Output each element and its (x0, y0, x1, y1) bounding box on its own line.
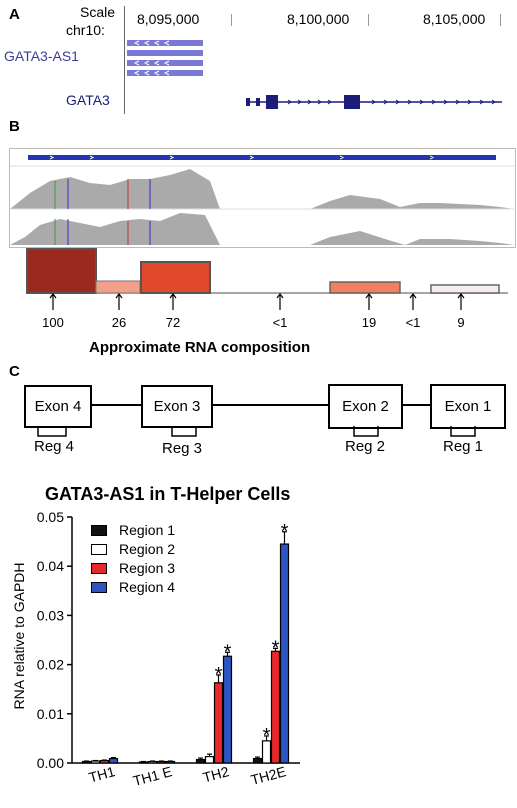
coverage-track-1 (10, 169, 514, 209)
bar (99, 759, 110, 764)
x-tick-label: TH2E (249, 763, 288, 788)
bar (156, 760, 167, 764)
composition-value: 100 (42, 315, 64, 330)
chrom-label: chr10: (66, 22, 105, 38)
ruler-tick-3 (500, 14, 501, 26)
ruler-position-1: 8,095,000 (137, 11, 200, 27)
region-brackets (37, 426, 476, 437)
composition-value: 72 (165, 315, 181, 330)
legend-label-region-1: Region 1 (119, 522, 176, 538)
composition-caption: Approximate RNA composition (89, 339, 311, 356)
exon-2-box: Exon 2 (328, 384, 403, 429)
significance-star: * (224, 641, 232, 663)
legend-swatch-region-4 (91, 581, 107, 593)
gene-label-gata3: GATA3 (66, 92, 110, 108)
significance-star: * (281, 521, 289, 543)
x-tick-label: TH2 (201, 763, 231, 785)
bar (81, 760, 92, 764)
legend-swatch-region-3 (91, 562, 107, 574)
gene-label-gata3-as1: GATA3-AS1 (4, 48, 79, 64)
legend-label-region-2: Region 2 (119, 541, 176, 557)
significance-star: * (263, 725, 271, 747)
composition-value: 19 (361, 315, 377, 330)
bar (195, 758, 206, 764)
y-tick-label: 0.03 (37, 607, 64, 623)
y-tick-label: 0.01 (37, 706, 64, 722)
intron-line (90, 404, 430, 406)
ruler-position-3: 8,105,000 (423, 11, 486, 27)
bar (252, 757, 263, 764)
composition-bar-72 (140, 261, 211, 294)
coverage-track-2 (10, 213, 514, 245)
region-label-2: Reg 2 (345, 438, 386, 455)
panel-a-letter: A (9, 6, 20, 23)
y-tick-label: 0.05 (37, 509, 64, 525)
panel-b-letter: B (9, 118, 20, 135)
coverage-tracks (10, 155, 514, 245)
composition-value: <1 (272, 315, 288, 330)
significance-star: * (272, 637, 280, 659)
legend-label-region-4: Region 4 (119, 579, 176, 595)
region-label-4: Reg 4 (34, 438, 75, 455)
ruler-tick-1 (231, 14, 232, 26)
composition-bars (26, 248, 508, 310)
ruler-tick-2 (368, 14, 369, 26)
ruler-position-2: 8,100,000 (287, 11, 350, 27)
composition-bar-9 (430, 284, 500, 294)
legend-item-region-4: Region 4 (91, 578, 175, 596)
legend-swatch-region-2 (91, 543, 107, 555)
gata3-transcript (246, 95, 502, 109)
composition-bar-100 (26, 248, 97, 294)
y-tick-label: 0.04 (37, 558, 64, 574)
gata3-as1-transcripts (127, 40, 203, 76)
track-divider (124, 6, 125, 114)
chart-title: GATA3-AS1 in T-Helper Cells (45, 484, 291, 504)
y-tick-label: 0.00 (37, 755, 64, 771)
legend-item-region-1: Region 1 (91, 521, 175, 539)
x-tick-label: TH1 (87, 763, 117, 785)
panel-c-letter: C (9, 363, 20, 380)
region-label-3: Reg 3 (162, 440, 203, 457)
bar (213, 682, 224, 764)
scale-label: Scale (80, 4, 116, 20)
bar (270, 650, 281, 764)
exon-4-box: Exon 4 (24, 385, 92, 428)
bar (108, 757, 119, 764)
bar (279, 543, 290, 764)
composition-value: <1 (405, 315, 421, 330)
bar (90, 760, 101, 764)
legend-item-region-3: Region 3 (91, 559, 175, 577)
x-tick-label: TH1 E (131, 763, 173, 789)
bar (204, 756, 215, 764)
region-label-1: Reg 1 (443, 438, 484, 455)
chart-legend: Region 1 Region 2 Region 3 Region 4 (91, 521, 175, 596)
legend-swatch-region-1 (91, 524, 107, 536)
bar (138, 761, 149, 764)
gene-model-bar (28, 155, 496, 160)
composition-bar-26 (95, 280, 141, 294)
composition-value: 26 (111, 315, 127, 330)
bar (222, 655, 233, 764)
exon-1-box: Exon 1 (430, 384, 506, 429)
y-tick-label: 0.02 (37, 657, 64, 673)
bar (147, 760, 158, 764)
composition-value: 9 (457, 315, 465, 330)
legend-item-region-2: Region 2 (91, 540, 175, 558)
significance-star: * (215, 664, 223, 686)
legend-label-region-3: Region 3 (119, 560, 176, 576)
exon-3-box: Exon 3 (141, 385, 213, 428)
composition-bar-19 (329, 281, 401, 294)
